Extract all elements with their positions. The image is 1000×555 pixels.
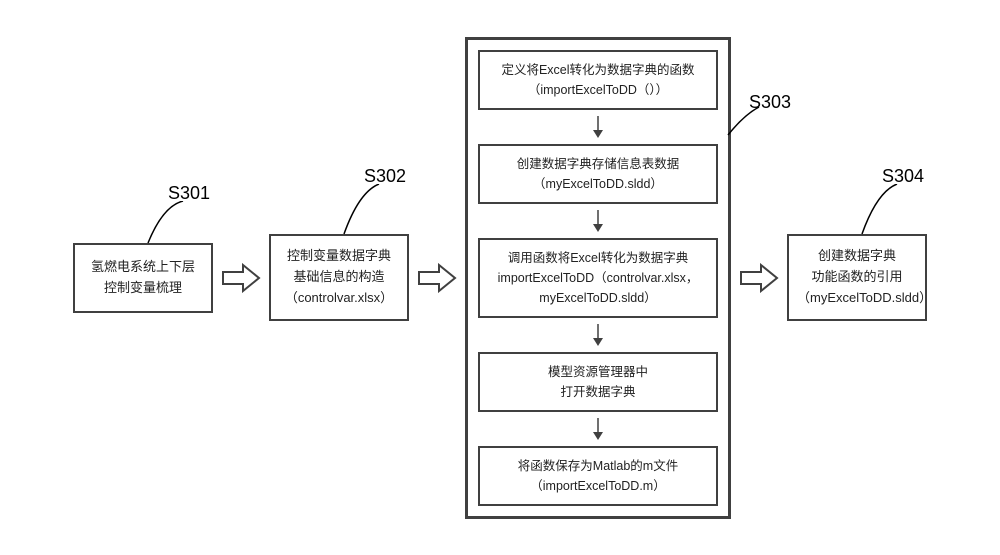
s3b1l1: 定义将Excel转化为数据字典的函数 [486,60,710,80]
step2-line3: （controlvar.xlsx） [279,288,399,309]
step3-box2: 创建数据字典存储信息表数据 （myExcelToDD.sldd） [478,144,718,204]
step2-wrap: S302 控制变量数据字典 基础信息的构造 （controlvar.xlsx） [269,234,409,320]
s3b4l1: 模型资源管理器中 [486,362,710,382]
step1-leader [143,201,193,246]
step3-box5: 将函数保存为Matlab的m文件 （importExcelToDD.m） [478,446,718,506]
hollow-arrow-icon [739,263,779,293]
step3-box1: 定义将Excel转化为数据字典的函数 （importExcelToDD（）） [478,50,718,110]
step4-line2: 功能函数的引用 [797,267,917,288]
s3b5l2: （importExcelToDD.m） [486,476,710,496]
step2-line1: 控制变量数据字典 [279,246,399,267]
arrow3 [739,263,779,293]
step1-line1: 氢燃电系统上下层 [83,257,203,278]
step2-box: 控制变量数据字典 基础信息的构造 （controlvar.xlsx） [269,234,409,320]
step4-box: 创建数据字典 功能函数的引用 （myExcelToDD.sldd） [787,234,927,320]
s3b5l1: 将函数保存为Matlab的m文件 [486,456,710,476]
s3b4l2: 打开数据字典 [486,382,710,402]
flow-container: S301 氢燃电系统上下层 控制变量梳理 S302 控制变量数据字典 基础信息的… [20,20,980,535]
s3b3l3: myExcelToDD.sldd） [486,288,710,308]
step3-outer: 定义将Excel转化为数据字典的函数 （importExcelToDD（）） 创… [465,37,731,519]
step4-line3: （myExcelToDD.sldd） [797,288,917,309]
s3b2l1: 创建数据字典存储信息表数据 [486,154,710,174]
s3b1l2: （importExcelToDD（）） [486,80,710,100]
step2-line2: 基础信息的构造 [279,267,399,288]
step1-box: 氢燃电系统上下层 控制变量梳理 [73,243,213,313]
hollow-arrow-icon [221,263,261,293]
step2-leader [339,184,389,236]
step1-wrap: S301 氢燃电系统上下层 控制变量梳理 [73,243,213,313]
thin-arrow-icon [592,418,604,440]
s3b3l2: importExcelToDD（controlvar.xlsx， [486,268,710,288]
step3-box3: 调用函数将Excel转化为数据字典 importExcelToDD（contro… [478,238,718,318]
hollow-arrow-icon [417,263,457,293]
s3b2l2: （myExcelToDD.sldd） [486,174,710,194]
s3b3l1: 调用函数将Excel转化为数据字典 [486,248,710,268]
thin-arrow-icon [592,116,604,138]
thin-arrow-icon [592,210,604,232]
step4-line1: 创建数据字典 [797,246,917,267]
arrow2 [417,263,457,293]
arrow1 [221,263,261,293]
step4-leader [857,184,907,236]
thin-arrow-icon [592,324,604,346]
step3-box4: 模型资源管理器中 打开数据字典 [478,352,718,412]
step3-wrap: S303 定义将Excel转化为数据字典的函数 （importExcelToDD… [465,37,731,519]
step1-line2: 控制变量梳理 [83,278,203,299]
step3-leader [726,107,761,137]
step4-wrap: S304 创建数据字典 功能函数的引用 （myExcelToDD.sldd） [787,234,927,320]
